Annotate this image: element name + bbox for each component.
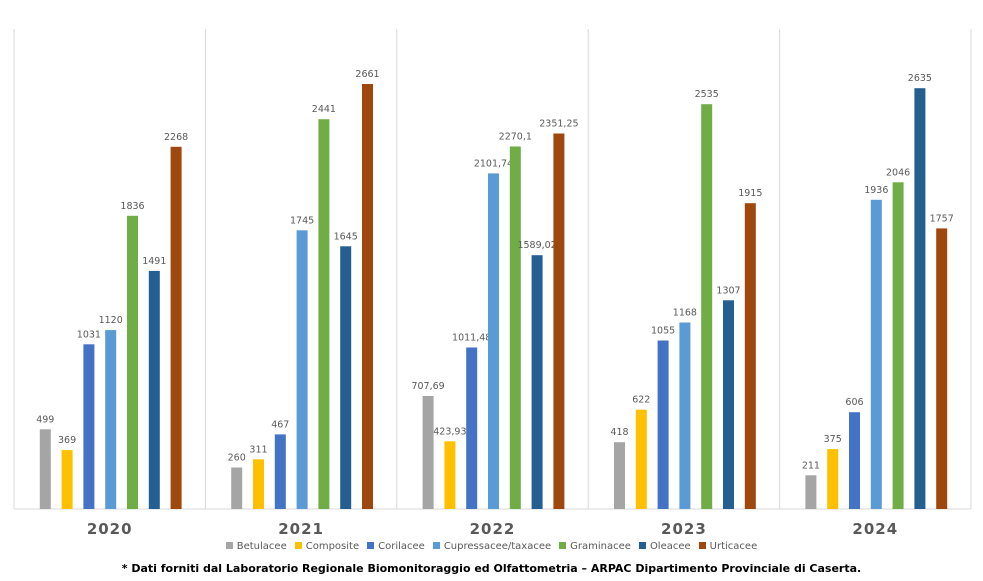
legend-item: Corilacee bbox=[367, 541, 425, 552]
data-label: 311 bbox=[249, 444, 267, 455]
data-label: 1055 bbox=[651, 326, 675, 337]
bar-corilacee-2020 bbox=[83, 344, 95, 509]
bar-oleacee-2023 bbox=[723, 300, 734, 509]
chart-legend: Betulacee Composite Corilacee Cupressacee/t… bbox=[0, 541, 983, 552]
bar-betulacee-2022 bbox=[422, 396, 434, 509]
bar-betulacee-2020 bbox=[39, 429, 51, 509]
bar-cupressacee-taxacee-2023 bbox=[679, 322, 691, 509]
data-label: 418 bbox=[610, 427, 628, 438]
data-label: 2535 bbox=[695, 89, 719, 100]
data-label: 2101,74 bbox=[474, 158, 513, 169]
legend-item: Betulacee bbox=[225, 541, 287, 552]
bar-graminacee-2022 bbox=[509, 146, 521, 509]
data-label: 2441 bbox=[312, 104, 336, 115]
data-label: 260 bbox=[228, 453, 246, 464]
legend-swatch bbox=[432, 542, 440, 549]
bar-betulacee-2021 bbox=[231, 467, 243, 509]
bar-corilacee-2021 bbox=[274, 434, 286, 509]
legend-label: Oleacee bbox=[649, 541, 691, 552]
data-label: 369 bbox=[58, 435, 76, 446]
bar-cupressacee-taxacee-2021 bbox=[296, 230, 308, 510]
footnote: * Dati forniti dal Laboratorio Regionale… bbox=[121, 562, 862, 575]
legend-item: Urticacee bbox=[698, 541, 758, 552]
data-label: 1936 bbox=[864, 185, 888, 196]
bar-cupressacee-taxacee-2022 bbox=[488, 173, 499, 509]
bar-graminacee-2023 bbox=[701, 104, 713, 509]
data-label: 1915 bbox=[738, 188, 762, 199]
data-label: 1589,02 bbox=[517, 240, 556, 251]
legend-swatch bbox=[638, 542, 646, 549]
data-label: 423,93 bbox=[433, 426, 466, 437]
data-label: 211 bbox=[802, 460, 820, 471]
legend-label: Betulacee bbox=[236, 541, 287, 552]
bar-composite-2024 bbox=[827, 449, 839, 509]
legend-swatch bbox=[294, 542, 302, 549]
bar-urticacee-2020 bbox=[170, 146, 182, 510]
bar-cupressacee-taxacee-2024 bbox=[870, 199, 882, 510]
bar-betulacee-2024 bbox=[805, 475, 817, 509]
legend-swatch bbox=[225, 542, 233, 549]
x-tick-label: 2024 bbox=[852, 520, 898, 538]
data-label: 1307 bbox=[716, 285, 740, 296]
data-label: 1645 bbox=[334, 231, 358, 242]
bar-urticacee-2023 bbox=[744, 203, 756, 509]
bar-oleacee-2024 bbox=[914, 88, 926, 509]
data-label: 2046 bbox=[886, 167, 910, 178]
bar-urticacee-2022 bbox=[553, 133, 565, 509]
data-label: 1491 bbox=[142, 256, 166, 267]
bar-oleacee-2021 bbox=[340, 246, 352, 510]
data-label: 2268 bbox=[164, 132, 188, 143]
legend-label: Composite bbox=[305, 541, 360, 552]
legend-label: Corilacee bbox=[378, 541, 425, 552]
bar-composite-2022 bbox=[444, 441, 456, 509]
legend-item: Oleacee bbox=[638, 541, 691, 552]
bar-corilacee-2024 bbox=[849, 412, 860, 509]
data-label: 1031 bbox=[77, 329, 101, 340]
bar-cupressacee-taxacee-2020 bbox=[105, 330, 117, 509]
bar-graminacee-2020 bbox=[127, 215, 138, 510]
bar-corilacee-2022 bbox=[466, 347, 478, 509]
data-label: 1757 bbox=[930, 213, 954, 224]
data-label: 2635 bbox=[908, 73, 932, 84]
data-label: 375 bbox=[824, 434, 842, 445]
bar-graminacee-2024 bbox=[892, 182, 904, 510]
bar-composite-2023 bbox=[635, 409, 647, 509]
data-label: 1120 bbox=[99, 315, 123, 326]
data-label: 2351,25 bbox=[539, 119, 578, 130]
legend-item: Graminacee bbox=[559, 541, 631, 552]
data-label: 1745 bbox=[290, 215, 314, 226]
data-label: 467 bbox=[271, 419, 289, 430]
legend-swatch bbox=[698, 542, 706, 549]
bar-corilacee-2023 bbox=[657, 340, 669, 509]
bar-urticacee-2024 bbox=[936, 228, 948, 509]
bar-graminacee-2021 bbox=[318, 119, 330, 509]
legend-item: Composite bbox=[294, 541, 360, 552]
data-label: 1168 bbox=[673, 308, 697, 319]
data-label: 606 bbox=[845, 397, 863, 408]
data-label: 2270,1 bbox=[499, 132, 532, 143]
legend-item: Cupressacee/taxacee bbox=[432, 541, 552, 552]
legend-label: Graminacee bbox=[570, 541, 631, 552]
x-tick-label: 2020 bbox=[87, 520, 133, 538]
legend-label: Urticacee bbox=[709, 541, 758, 552]
bar-composite-2021 bbox=[253, 459, 264, 509]
bar-oleacee-2022 bbox=[531, 255, 543, 509]
legend-swatch bbox=[559, 542, 567, 549]
data-label: 1836 bbox=[120, 201, 144, 212]
data-label: 707,69 bbox=[411, 381, 444, 392]
x-tick-label: 2023 bbox=[661, 520, 707, 538]
bar-betulacee-2023 bbox=[614, 442, 625, 509]
bar-urticacee-2021 bbox=[362, 84, 373, 509]
data-label: 1011,48 bbox=[452, 333, 491, 344]
x-tick-label: 2021 bbox=[278, 520, 324, 538]
data-label: 2661 bbox=[355, 69, 379, 80]
data-label: 499 bbox=[36, 414, 54, 425]
bar-oleacee-2020 bbox=[148, 270, 160, 509]
legend-label: Cupressacee/taxacee bbox=[443, 541, 552, 552]
legend-swatch bbox=[367, 542, 375, 549]
x-tick-label: 2022 bbox=[470, 520, 516, 538]
data-label: 622 bbox=[632, 395, 650, 406]
bar-composite-2020 bbox=[61, 450, 73, 509]
